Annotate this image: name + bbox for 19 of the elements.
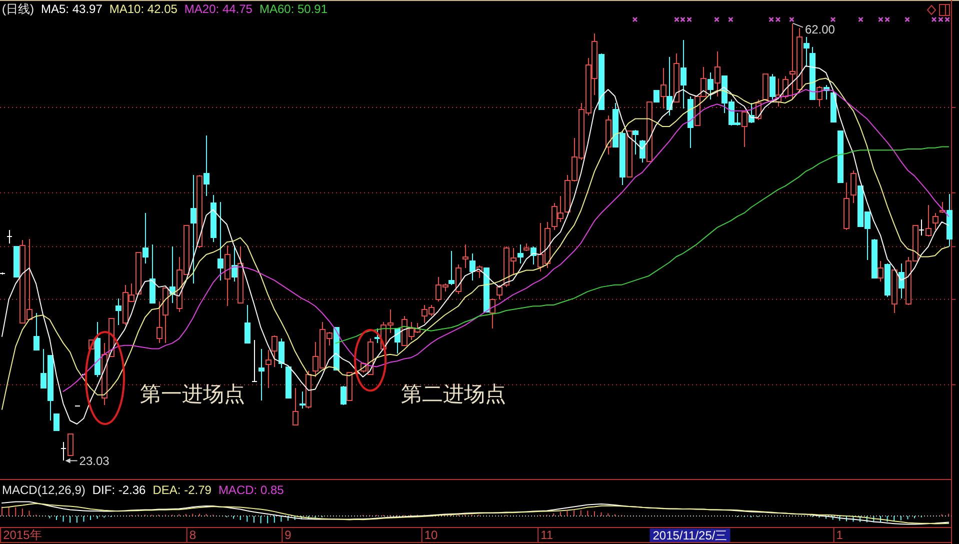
annotation: 23.03 <box>79 454 110 468</box>
text: MACD: 0.85 <box>218 483 284 497</box>
annotation: 第二进场点 <box>401 382 506 406</box>
text: MA5: 43.97 <box>41 2 103 16</box>
text: MA60: 50.91 <box>259 2 328 16</box>
x-tick-label: 1 <box>836 528 844 542</box>
x-tick-label: 2015年 <box>3 528 42 542</box>
series-label: DEA: -2.79 <box>152 483 212 497</box>
annotation: 62.00 <box>804 22 836 36</box>
text: MA10: 42.05 <box>109 2 178 16</box>
chart-title: MACD(12,26,9) <box>2 483 86 497</box>
x-tick-label: 8 <box>189 528 196 542</box>
x-tick-label: 10 <box>424 528 438 542</box>
x-tick-label: 9 <box>284 528 292 542</box>
series-label: DIF: -2.36 <box>92 483 146 497</box>
text: MA20: 44.75 <box>184 2 253 16</box>
chart-title: (日线) <box>2 2 34 16</box>
x-tick-label: 11 <box>540 528 554 542</box>
annotation: 第一进场点 <box>140 382 245 406</box>
